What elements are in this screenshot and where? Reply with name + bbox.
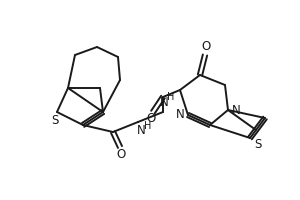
Text: S: S: [51, 114, 59, 127]
Text: N: N: [232, 104, 240, 116]
Text: O: O: [146, 112, 156, 126]
Text: N: N: [176, 108, 184, 121]
Text: O: O: [201, 40, 211, 53]
Text: N: N: [136, 123, 146, 136]
Text: O: O: [116, 148, 126, 160]
Text: S: S: [254, 138, 262, 152]
Text: N: N: [160, 97, 168, 110]
Text: H: H: [144, 121, 152, 131]
Text: H: H: [167, 92, 175, 102]
